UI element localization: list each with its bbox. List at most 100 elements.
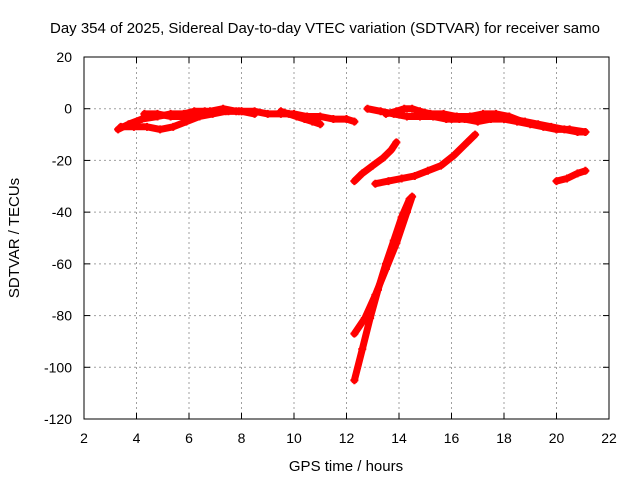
y-tick-label-3: -60 xyxy=(52,256,72,272)
data-point-2-5 xyxy=(206,107,214,116)
data-point-1-3 xyxy=(156,125,165,134)
data-point-8-1 xyxy=(358,169,367,178)
data-point-10-2 xyxy=(573,169,582,178)
data-point-8-0 xyxy=(350,177,359,186)
data-point-7-1 xyxy=(447,115,456,124)
data-point-12-2 xyxy=(366,314,375,323)
data-point-4-4 xyxy=(308,117,317,126)
data-point-7-9 xyxy=(552,125,561,134)
data-point-2-4 xyxy=(192,109,201,118)
data-point-7-7 xyxy=(526,120,535,129)
data-point-8-2 xyxy=(368,161,377,170)
x-tick-label-6: 14 xyxy=(391,430,407,446)
data-point-4-2 xyxy=(292,112,301,121)
y-axis: -120 -100 -80 -60 -40 -20 0 20 xyxy=(44,49,609,427)
data-point-7-5 xyxy=(500,115,508,124)
x-tick-label-0: 2 xyxy=(80,430,88,446)
data-point-12-6 xyxy=(397,213,406,222)
x-tick-label-7: 16 xyxy=(444,430,460,446)
x-tick-label-2: 6 xyxy=(185,430,193,446)
data-point-6-4 xyxy=(416,107,424,116)
series-track-11 xyxy=(552,166,590,186)
y-tick-label-2: -80 xyxy=(52,308,72,324)
data-point-7-2 xyxy=(460,115,469,124)
y-tick-label-6: 0 xyxy=(64,101,72,117)
series-line-9 xyxy=(371,131,479,188)
data-point-7-0 xyxy=(434,112,443,121)
data-point-6-5 xyxy=(426,109,435,118)
data-point-7-3 xyxy=(473,117,482,126)
data-point-6-9 xyxy=(479,109,487,118)
x-axis-label: GPS time / hours xyxy=(289,458,403,475)
data-point-9-6 xyxy=(450,151,459,160)
data-point-8-4 xyxy=(387,146,396,155)
data-point-3-8 xyxy=(342,115,351,124)
series-line-10 xyxy=(553,167,589,185)
data-point-9-7 xyxy=(463,138,472,147)
data-point-3-9 xyxy=(350,117,359,126)
grid xyxy=(84,57,609,419)
data-point-3-2 xyxy=(263,109,272,118)
data-point-9-2 xyxy=(397,174,406,183)
x-tick-label-4: 10 xyxy=(286,430,302,446)
data-point-6-0 xyxy=(381,109,390,118)
data-point-9-4 xyxy=(423,166,432,175)
x-tick-label-10: 22 xyxy=(601,430,617,446)
data-point-6-2 xyxy=(400,104,409,113)
data-point-9-8 xyxy=(471,130,480,139)
x-tick-label-5: 12 xyxy=(339,430,355,446)
series-group xyxy=(114,104,590,385)
x-tick-label-1: 4 xyxy=(133,430,141,446)
chart-title: Day 354 of 2025, Sidereal Day-to-day VTE… xyxy=(50,20,600,37)
data-point-12-5 xyxy=(389,236,398,245)
data-point-5-0 xyxy=(363,104,372,113)
data-point-11-0 xyxy=(350,329,359,338)
y-axis-label: SDTVAR / TECUs xyxy=(6,178,23,298)
y-tick-label-4: -40 xyxy=(52,204,72,220)
data-point-3-6 xyxy=(316,112,325,121)
data-point-4-5 xyxy=(316,120,325,129)
data-point-10-0 xyxy=(552,177,561,186)
series-track-5 xyxy=(276,107,325,129)
data-point-1-1 xyxy=(129,122,138,131)
data-point-8-3 xyxy=(379,153,388,162)
data-point-2-6 xyxy=(219,104,228,113)
data-point-10-1 xyxy=(563,174,571,183)
data-point-2-0 xyxy=(140,109,149,118)
data-point-8-5 xyxy=(392,138,401,147)
series-line-8 xyxy=(350,138,400,185)
data-point-2-2 xyxy=(166,112,175,121)
series-track-8 xyxy=(434,112,590,136)
y-tick-label-5: -20 xyxy=(52,152,72,168)
data-point-12-3 xyxy=(374,285,382,294)
data-point-2-3 xyxy=(179,112,188,121)
data-point-7-6 xyxy=(513,117,522,126)
data-point-4-1 xyxy=(284,109,293,118)
data-point-9-3 xyxy=(410,171,419,180)
data-point-3-7 xyxy=(329,115,338,124)
x-tick-label-3: 8 xyxy=(238,430,246,446)
data-point-12-0 xyxy=(350,376,359,385)
data-point-9-5 xyxy=(437,161,445,170)
data-point-1-0 xyxy=(116,122,125,131)
data-point-12-4 xyxy=(381,259,390,268)
data-point-9-0 xyxy=(371,179,380,188)
data-point-3-0 xyxy=(237,107,246,116)
data-point-1-2 xyxy=(143,122,151,131)
data-point-7-10 xyxy=(565,125,574,134)
series-line-12 xyxy=(350,195,413,384)
data-point-9-1 xyxy=(384,177,393,186)
x-tick-label-8: 18 xyxy=(496,430,512,446)
data-point-7-11 xyxy=(581,127,590,136)
data-point-6-3 xyxy=(408,104,417,113)
data-point-12-7 xyxy=(405,195,414,204)
y-tick-label-0: -120 xyxy=(44,411,72,427)
series-line-7 xyxy=(434,113,589,136)
x-axis: 2 4 6 8 10 12 14 16 18 20 22 xyxy=(80,57,617,446)
data-point-4-0 xyxy=(276,107,285,116)
data-point-3-1 xyxy=(250,107,259,116)
data-point-7-4 xyxy=(486,115,495,124)
data-point-7-8 xyxy=(539,122,548,131)
data-point-6-1 xyxy=(392,107,401,116)
